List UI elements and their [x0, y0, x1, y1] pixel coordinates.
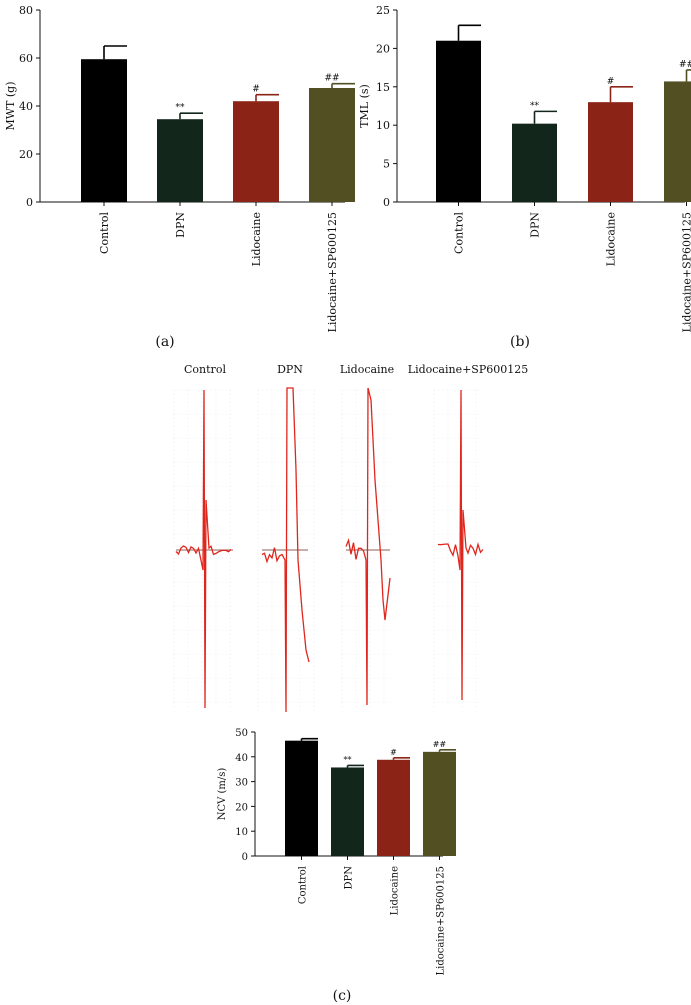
y-axis-label: NCV (m/s) [217, 768, 228, 821]
bar-lidocaine [233, 101, 279, 202]
x-tick-label: Lidocaine [250, 212, 263, 266]
significance-label: # [607, 77, 615, 87]
y-tick-label: 40 [19, 100, 33, 113]
significance-label: ## [324, 74, 339, 84]
trace-control [175, 389, 232, 709]
x-tick-label: Control [453, 212, 466, 254]
bar-dpn [512, 123, 557, 202]
x-tick-label: Lidocaine [605, 212, 618, 266]
significance-label: # [390, 748, 397, 757]
y-tick-label: 0 [26, 196, 33, 209]
y-tick-label: 50 [235, 728, 248, 739]
trace-lidocaine [345, 387, 391, 706]
y-tick-label: 5 [383, 158, 390, 171]
bar-control [285, 740, 318, 856]
bar-lidocaine-sp600125 [664, 81, 691, 202]
bar-dpn [157, 119, 203, 202]
significance-label: ## [679, 60, 691, 70]
trace-label-lidocaine: Lidocaine [340, 363, 394, 376]
x-tick-label: Lidocaine+SP600125 [681, 212, 691, 332]
x-tick-label: Control [298, 866, 309, 904]
panel-label-c: (c) [333, 988, 352, 1004]
y-tick-label: 80 [19, 4, 33, 17]
chart-a-mwt: 0 20 40 60 80 MWT (g) Control ** DPN # Lidocaine ##… [4, 4, 355, 332]
significance-label: ** [176, 103, 186, 113]
trace-label-control: Control [184, 363, 226, 376]
panel-label-a: (a) [155, 334, 174, 350]
x-tick-label: Lidocaine+SP600125 [326, 212, 339, 332]
y-tick-label: 10 [376, 119, 390, 132]
bar-lidocaine-sp600125 [423, 751, 456, 856]
chart-b-tml: 0 5 10 15 20 25 TML (s) Control ** DPN # Lidocaine #… [358, 4, 691, 332]
y-tick-label: 20 [376, 42, 390, 55]
significance-label: # [252, 85, 260, 95]
y-tick-label: 60 [19, 52, 33, 65]
x-tick-label: DPN [344, 866, 355, 890]
bar-control [81, 59, 127, 203]
trace-dpn [261, 387, 310, 713]
y-tick-label: 30 [235, 778, 248, 789]
y-axis-label: MWT (g) [4, 81, 17, 130]
x-tick-label: DPN [529, 212, 542, 238]
significance-label: ** [344, 755, 352, 764]
x-tick-label: Lidocaine+SP600125 [436, 866, 447, 976]
y-tick-label: 15 [376, 81, 390, 94]
x-tick-label: DPN [174, 212, 187, 238]
bar-lidocaine-sp600125 [309, 88, 355, 202]
significance-label: ## [433, 740, 447, 749]
bar-control [436, 40, 481, 202]
y-tick-label: 20 [19, 148, 33, 161]
significance-label: ** [530, 101, 540, 111]
y-axis-label: TML (s) [358, 84, 371, 128]
trace-label-lidocaine-sp600125: Lidocaine+SP600125 [408, 363, 528, 376]
y-tick-label: 0 [242, 852, 248, 863]
y-tick-label: 40 [235, 753, 248, 764]
trace-label-dpn: DPN [277, 363, 303, 376]
y-tick-label: 20 [235, 802, 248, 813]
y-tick-label: 0 [383, 196, 390, 209]
ncv-traces: Control DPN Lidocaine Lidocaine+SP600125 [173, 363, 528, 713]
bar-lidocaine [377, 759, 410, 856]
bar-dpn [331, 767, 364, 856]
trace-lidocaine-sp600125 [437, 389, 484, 701]
x-tick-label: Lidocaine [390, 866, 401, 915]
x-tick-label: Control [98, 212, 111, 254]
chart-c-ncv: 0 10 20 30 40 50 NCV (m/s) Control ** DPN # Lidocai… [217, 728, 456, 976]
y-tick-label: 25 [376, 4, 390, 17]
y-tick-label: 10 [235, 827, 248, 838]
panel-label-b: (b) [510, 334, 530, 350]
bar-lidocaine [588, 102, 633, 202]
